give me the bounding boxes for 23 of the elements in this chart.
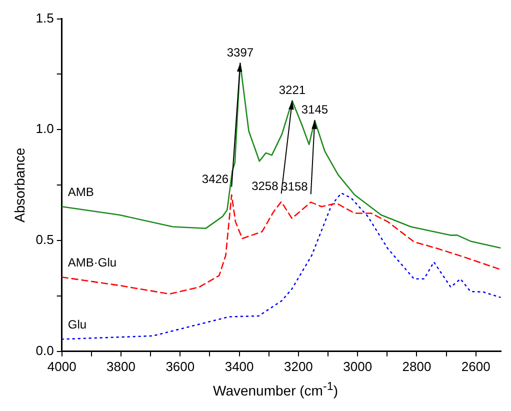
y-tick-label: 1.5 — [36, 10, 54, 26]
annotation: 3426 — [202, 172, 229, 186]
x-tick-label: 4000 — [47, 358, 76, 374]
y-axis-title: Absorbance — [11, 148, 28, 222]
x-tick-label: 2600 — [461, 358, 490, 374]
series-label: AMB — [68, 184, 94, 199]
x-tick-label: 3400 — [224, 358, 254, 374]
x-tick-label: 2800 — [402, 358, 432, 374]
annotation: 3397 — [226, 45, 254, 60]
x-tick-label: 3800 — [106, 358, 136, 374]
x-tick-label: 3600 — [166, 358, 195, 374]
annotation: 3258 — [252, 179, 279, 194]
series-label: AMB·Glu — [68, 255, 117, 270]
x-tick-label: 3000 — [343, 358, 372, 374]
y-tick-label: 0.5 — [36, 232, 54, 248]
line-series — [62, 194, 501, 295]
y-tick-label: 0.0 — [36, 342, 54, 358]
y-tick-label: 1.0 — [36, 121, 54, 136]
annotation: 3221 — [278, 83, 306, 98]
x-tick-label: 3200 — [284, 358, 313, 374]
x-axis-title: Wavenumber (cm$^{-1}$) — [212, 379, 339, 400]
annotation: 3145 — [301, 102, 328, 117]
series-label: Glu — [68, 318, 87, 332]
